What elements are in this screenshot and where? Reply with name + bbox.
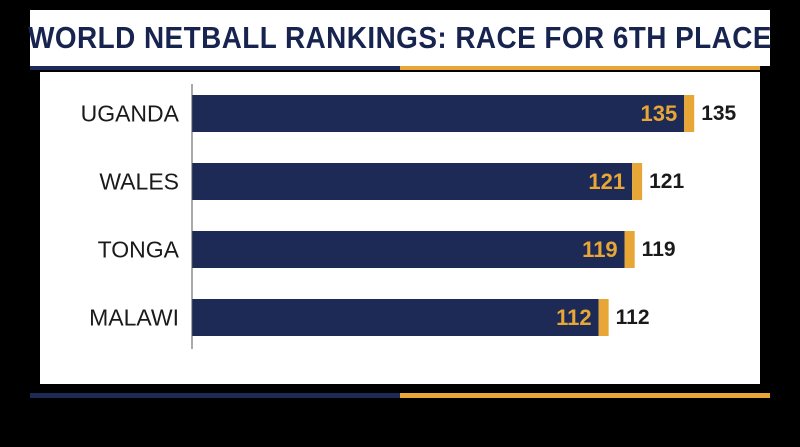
footer-stripe-navy: [30, 393, 400, 398]
bar-wales: [192, 163, 633, 200]
bar-value-outside-wales: 121: [649, 170, 684, 193]
bar-value-inside-wales: 121: [588, 169, 625, 194]
chart-title: WORLD NETBALL RANKINGS: RACE FOR 6TH PLA…: [28, 20, 772, 55]
chart-panel: UGANDA 135 135 WALES 121 121 TONGA 119 119 MALAWI…: [40, 72, 760, 384]
category-label-tonga: TONGA: [98, 237, 180, 263]
title-stripe-gold: [400, 66, 760, 70]
bar-cap-tonga: [624, 231, 635, 268]
bar-value-inside-uganda: 135: [640, 101, 677, 126]
category-label-wales: WALES: [99, 169, 179, 195]
bar-value-inside-tonga: 119: [582, 237, 618, 262]
footer-stripe-gold: [400, 393, 770, 398]
bar-value-outside-uganda: 135: [701, 102, 736, 125]
bar-malawi: [192, 299, 599, 336]
bar-tonga: [192, 231, 625, 268]
bar-value-outside-tonga: 119: [642, 238, 676, 261]
bar-uganda: [192, 95, 685, 132]
category-label-malawi: MALAWI: [89, 305, 179, 331]
bar-cap-malawi: [598, 299, 609, 336]
category-label-uganda: UGANDA: [81, 101, 180, 127]
title-band: WORLD NETBALL RANKINGS: RACE FOR 6TH PLA…: [28, 10, 772, 66]
bar-cap-uganda: [684, 95, 695, 132]
bar-value-inside-malawi: 112: [556, 305, 592, 330]
bar-value-outside-malawi: 112: [616, 306, 650, 329]
bar-chart: UGANDA 135 135 WALES 121 121 TONGA 119 119 MALAWI…: [81, 84, 737, 349]
title-stripe-navy: [30, 66, 400, 70]
bar-cap-wales: [632, 163, 643, 200]
